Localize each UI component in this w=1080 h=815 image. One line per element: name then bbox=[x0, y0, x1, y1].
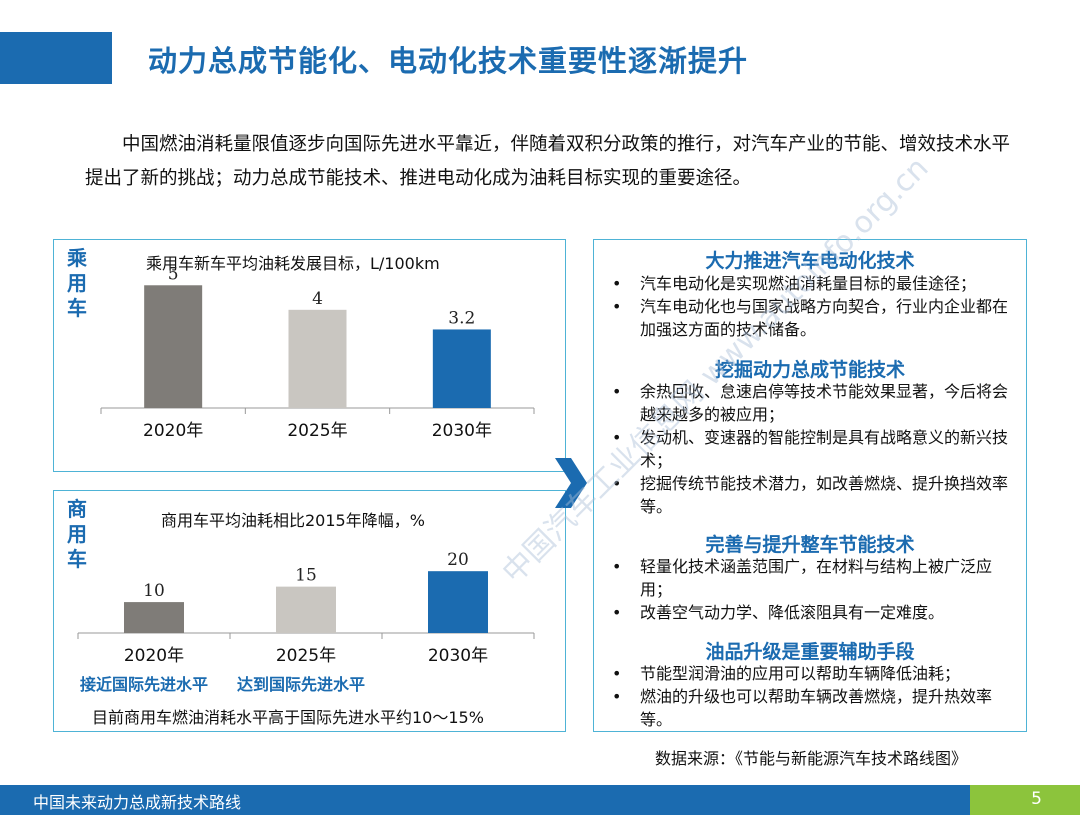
list-item: 轻量化技术涵盖范围广，在材料与结构上被广泛应用； bbox=[608, 555, 1018, 601]
note-2025: 接近国际先进水平 bbox=[80, 675, 209, 694]
category-label: 2030年 bbox=[432, 421, 492, 441]
note-2030: 达到国际先进水平 bbox=[237, 675, 366, 694]
section-list-electrification: 汽车电动化是实现燃油消耗量目标的最佳途径； 汽车电动化也与国家战略方向契合，行业… bbox=[608, 272, 1018, 341]
list-item: 汽车电动化是实现燃油消耗量目标的最佳途径； bbox=[608, 272, 1018, 295]
category-label: 2025年 bbox=[287, 421, 347, 441]
category-label: 2020年 bbox=[143, 421, 203, 441]
intro-paragraph: 中国燃油消耗量限值逐步向国际先进水平靠近，伴随着双积分政策的推行，对汽车产业的节… bbox=[85, 134, 1011, 189]
chevron-right-icon bbox=[555, 458, 587, 508]
passenger-chart-title: 乘用车新车平均油耗发展目标，L/100km bbox=[146, 254, 440, 273]
section-list-fuel: 节能型润滑油的应用可以帮助车辆降低油耗； 燃油的升级也可以帮助车辆改善燃烧，提升… bbox=[608, 662, 1018, 731]
data-label: 3.2 bbox=[448, 308, 475, 328]
data-label: 15 bbox=[295, 566, 317, 586]
passenger-side-label: 乘用车 bbox=[67, 246, 87, 320]
list-item: 燃油的升级也可以帮助车辆改善燃烧，提升热效率等。 bbox=[608, 685, 1018, 731]
list-item: 发动机、变速器的智能控制是具有战略意义的新兴技术； bbox=[608, 426, 1018, 472]
commercial-side-label: 商用车 bbox=[67, 497, 87, 571]
data-label: 5 bbox=[168, 264, 179, 284]
section-title-fuel: 油品升级是重要辅助手段 bbox=[705, 641, 915, 663]
data-label: 20 bbox=[447, 550, 469, 570]
footer-title: 中国未来动力总成新技术路线 bbox=[33, 793, 242, 812]
data-label: 10 bbox=[143, 581, 165, 601]
tech-panel: 大力推进汽车电动化技术 汽车电动化是实现燃油消耗量目标的最佳途径； 汽车电动化也… bbox=[593, 239, 1027, 732]
commercial-chart: 10 2020年 15 2025年 20 2030年 bbox=[77, 550, 535, 666]
category-label: 2030年 bbox=[428, 646, 488, 666]
list-item: 挖掘传统节能技术潜力，如改善燃烧、提升换挡效率等。 bbox=[608, 472, 1018, 518]
section-title-powertrain: 挖掘动力总成节能技术 bbox=[714, 359, 905, 381]
bar bbox=[428, 571, 488, 633]
commercial-chart-title: 商用车平均油耗相比2015年降幅，% bbox=[161, 511, 425, 530]
section-list-vehicle: 轻量化技术涵盖范围广，在材料与结构上被广泛应用； 改善空气动力学、降低滚阻具有一… bbox=[608, 555, 1018, 624]
page-number: 5 bbox=[1031, 789, 1042, 809]
list-item: 汽车电动化也与国家战略方向契合，行业内企业都在加强这方面的技术储备。 bbox=[608, 295, 1018, 341]
category-label: 2025年 bbox=[276, 646, 336, 666]
section-list-powertrain: 余热回收、怠速启停等技术节能效果显著，今后将会越来越多的被应用； 发动机、变速器… bbox=[608, 380, 1018, 518]
data-source: 数据来源：《节能与新能源汽车技术路线图》 bbox=[655, 749, 968, 768]
passenger-chart: 5 2020年 4 2025年 3.2 2030年 bbox=[100, 264, 535, 441]
category-label: 2020年 bbox=[124, 646, 184, 666]
bar bbox=[432, 329, 491, 408]
section-title-vehicle: 完善与提升整车节能技术 bbox=[705, 534, 915, 556]
bar bbox=[288, 309, 347, 408]
section-title-electrification: 大力推进汽车电动化技术 bbox=[705, 250, 915, 272]
data-label: 4 bbox=[312, 289, 323, 309]
commercial-chart-panel: 商用车 商用车平均油耗相比2015年降幅，% 10 2020年 15 2025年 20 2… bbox=[53, 490, 566, 732]
passenger-chart-panel: 乘用车 乘用车新车平均油耗发展目标，L/100km 5 2020年 4 2025年 3.… bbox=[53, 239, 566, 472]
title-accent-bar bbox=[0, 32, 112, 84]
list-item: 余热回收、怠速启停等技术节能效果显著，今后将会越来越多的被应用； bbox=[608, 380, 1018, 426]
footer-page-block: 5 bbox=[970, 785, 1080, 815]
list-item: 改善空气动力学、降低滚阻具有一定难度。 bbox=[608, 601, 1018, 624]
bar bbox=[124, 602, 184, 633]
list-item: 节能型润滑油的应用可以帮助车辆降低油耗； bbox=[608, 662, 1018, 685]
bar bbox=[144, 285, 203, 408]
bar bbox=[276, 586, 336, 633]
page-title: 动力总成节能化、电动化技术重要性逐渐提升 bbox=[148, 44, 749, 78]
footer-bar: 中国未来动力总成新技术路线 bbox=[0, 785, 970, 815]
commercial-footnote: 目前商用车燃油消耗水平高于国际先进水平约10～15% bbox=[92, 708, 484, 727]
